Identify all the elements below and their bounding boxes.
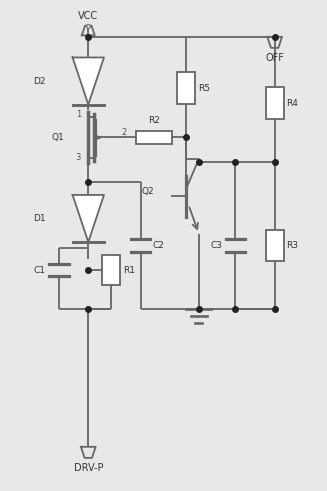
Text: D1: D1	[33, 214, 46, 223]
Text: Q1: Q1	[51, 133, 64, 142]
Polygon shape	[73, 57, 104, 105]
Polygon shape	[73, 195, 104, 242]
Text: 2: 2	[121, 128, 127, 137]
Text: R1: R1	[123, 266, 135, 274]
Text: R3: R3	[286, 241, 298, 250]
Bar	[177, 73, 196, 105]
Text: 1: 1	[76, 110, 81, 119]
Text: DRV-P: DRV-P	[74, 463, 103, 473]
Text: OFF: OFF	[265, 53, 284, 63]
Text: R4: R4	[286, 99, 298, 108]
Bar	[266, 230, 284, 261]
Bar	[266, 87, 284, 119]
Text: C3: C3	[210, 241, 222, 250]
Text: C2: C2	[152, 241, 164, 250]
Text: R5: R5	[198, 84, 210, 93]
Text: D2: D2	[33, 77, 46, 85]
Text: Q2: Q2	[141, 187, 154, 196]
Bar	[136, 131, 172, 144]
Text: 3: 3	[76, 153, 81, 162]
Bar	[102, 255, 120, 285]
Text: VCC: VCC	[78, 11, 98, 21]
Text: C1: C1	[34, 266, 46, 274]
Text: R2: R2	[148, 116, 160, 125]
